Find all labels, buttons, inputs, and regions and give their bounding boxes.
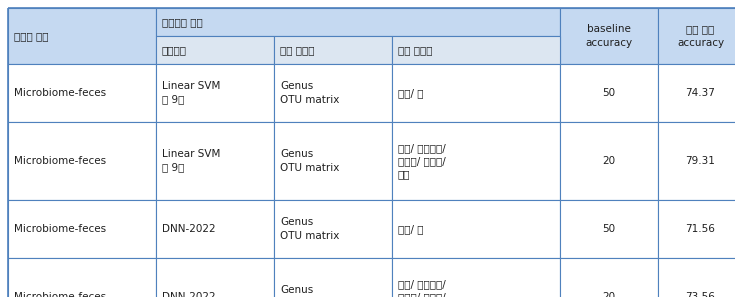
Bar — [392, 122, 560, 200]
Bar — [392, 258, 560, 297]
Text: 정상/ 암: 정상/ 암 — [398, 88, 423, 98]
Text: DNN-2022: DNN-2022 — [162, 292, 215, 297]
Text: 출력 데이터: 출력 데이터 — [398, 45, 432, 55]
Text: Microbiome-feces: Microbiome-feces — [14, 224, 106, 234]
Bar — [274, 36, 392, 64]
Text: 인공지능 모델: 인공지능 모델 — [162, 17, 203, 27]
Text: 평가 결과
accuracy: 평가 결과 accuracy — [677, 24, 724, 48]
Text: Genus
OTU matrix: Genus OTU matrix — [280, 149, 340, 173]
Text: baseline
accuracy: baseline accuracy — [586, 24, 633, 48]
Bar — [8, 64, 156, 122]
Bar — [658, 122, 735, 200]
Text: 50: 50 — [603, 88, 615, 98]
Bar — [274, 122, 392, 200]
Bar — [8, 8, 156, 64]
Bar — [658, 8, 735, 64]
Text: 정상/ 만성질환/
대장암/ 유방암/
위암: 정상/ 만성질환/ 대장암/ 유방암/ 위암 — [398, 279, 445, 297]
Text: Genus
OTU matrix: Genus OTU matrix — [280, 217, 340, 241]
Bar — [156, 64, 274, 122]
Bar — [560, 200, 658, 258]
Text: Genus
OTU matrix: Genus OTU matrix — [280, 81, 340, 105]
Bar — [8, 122, 156, 200]
Bar — [156, 8, 560, 36]
Text: 정상/ 암: 정상/ 암 — [398, 224, 423, 234]
Bar — [560, 8, 658, 64]
Text: 71.56: 71.56 — [686, 224, 715, 234]
Bar — [274, 200, 392, 258]
Bar — [658, 64, 735, 122]
Bar — [156, 200, 274, 258]
Bar — [274, 258, 392, 297]
Text: 데이터 유형: 데이터 유형 — [14, 31, 49, 41]
Text: Microbiome-feces: Microbiome-feces — [14, 156, 106, 166]
Text: 50: 50 — [603, 224, 615, 234]
Bar — [658, 200, 735, 258]
Text: 74.37: 74.37 — [686, 88, 715, 98]
Text: Microbiome-feces: Microbiome-feces — [14, 88, 106, 98]
Bar — [8, 258, 156, 297]
Bar — [560, 258, 658, 297]
Bar — [392, 36, 560, 64]
Bar — [658, 258, 735, 297]
Text: 정상/ 만성질환/
대장암/ 유방암/
위암: 정상/ 만성질환/ 대장암/ 유방암/ 위암 — [398, 143, 445, 179]
Bar — [8, 200, 156, 258]
Text: 모델이름: 모델이름 — [162, 45, 187, 55]
Bar — [156, 122, 274, 200]
Text: 79.31: 79.31 — [686, 156, 715, 166]
Text: Genus
OTU matrix: Genus OTU matrix — [280, 285, 340, 297]
Bar — [560, 122, 658, 200]
Text: 20: 20 — [603, 156, 615, 166]
Text: 입력 데이터: 입력 데이터 — [280, 45, 315, 55]
Bar — [156, 258, 274, 297]
Text: Linear SVM
외 9종: Linear SVM 외 9종 — [162, 149, 220, 173]
Bar — [392, 64, 560, 122]
Text: 20: 20 — [603, 292, 615, 297]
Bar — [560, 64, 658, 122]
Text: Microbiome-feces: Microbiome-feces — [14, 292, 106, 297]
Bar — [274, 64, 392, 122]
Bar — [392, 200, 560, 258]
Text: Linear SVM
외 9종: Linear SVM 외 9종 — [162, 81, 220, 105]
Text: DNN-2022: DNN-2022 — [162, 224, 215, 234]
Text: 73.56: 73.56 — [686, 292, 715, 297]
Bar — [156, 36, 274, 64]
